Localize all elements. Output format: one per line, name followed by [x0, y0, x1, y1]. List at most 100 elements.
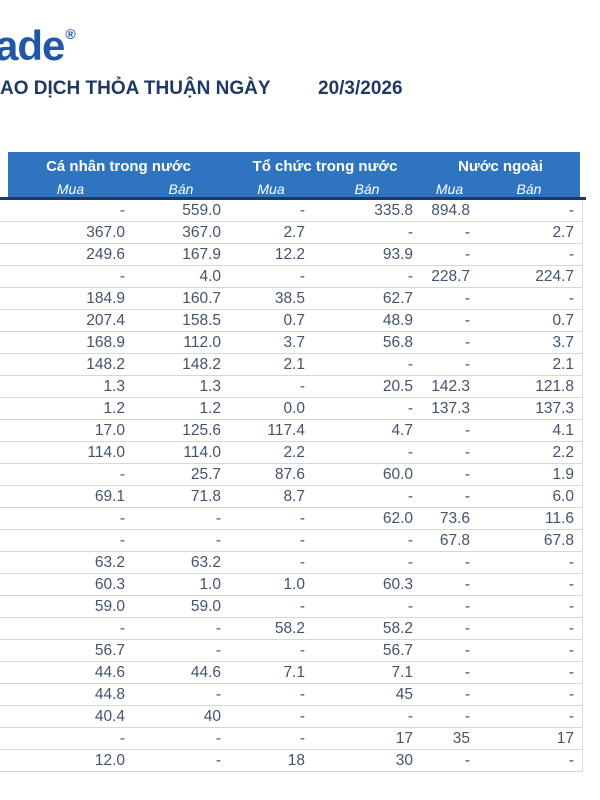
table-cell: - — [215, 641, 221, 659]
table-cell: - — [568, 201, 574, 219]
table-cell: 184.9 — [86, 289, 125, 307]
table-cell: - — [464, 465, 470, 483]
table-cell: 67.8 — [543, 531, 574, 549]
table-row: 1.2 1.2 0.0-137.3 137.3 — [0, 398, 582, 420]
table-cell: 44.6 — [94, 663, 125, 681]
table-cell: - — [464, 663, 470, 681]
table-cell: 62.7 — [382, 289, 413, 307]
table-cell: 2.7 — [283, 223, 305, 241]
table-cell: 114.0 — [87, 443, 125, 461]
table-cell: - — [464, 421, 470, 439]
table-row: - 559.0 - 335.8 894.8 - — [0, 200, 582, 222]
table-cell: - — [568, 619, 574, 637]
table-cell: 45 — [395, 685, 413, 703]
table-cell: - — [464, 333, 470, 351]
table-row: 148.2 148.2 2.1 - - 2.1 — [0, 354, 582, 376]
sub-header-mua-1: Mua — [56, 180, 85, 197]
table-cell: 137.3 — [535, 399, 574, 417]
sub-header-row: Mua Bán Mua Bán Mua Bán — [8, 180, 580, 197]
table-cell: 2.2 — [283, 443, 305, 461]
table-cell: 63.2 — [190, 553, 221, 571]
table-row: - - - - 67.8 67.8 — [0, 530, 582, 552]
table-cell: - — [464, 289, 470, 307]
sub-header-ban-1: Bán — [168, 180, 194, 197]
table-cell: 137.3 — [431, 399, 470, 417]
table-cell: 38.5 — [274, 289, 305, 307]
table-cell: - — [464, 355, 470, 373]
table-cell: 367.0 — [182, 223, 221, 241]
table-cell: - — [407, 223, 413, 241]
table-cell: 56.8 — [382, 333, 413, 351]
table-cell: - — [464, 553, 470, 571]
table-cell: 35 — [452, 729, 470, 747]
table-cell: 56.7 — [382, 641, 413, 659]
sub-header-ban-3: Bán — [516, 180, 542, 197]
table-cell: - — [215, 685, 221, 703]
table-cell: - — [464, 311, 470, 329]
table-cell: 60.3 — [382, 575, 413, 593]
table-cell: - — [464, 707, 470, 725]
table-cell: 17.0 — [94, 421, 125, 439]
table-cell: - — [407, 355, 413, 373]
table-cell: - — [299, 685, 305, 703]
table-cell: - — [299, 729, 305, 747]
table-cell: 4.1 — [552, 421, 574, 439]
table-row: - - 58.2 58.2 - - — [0, 618, 582, 640]
table-cell: - — [407, 597, 413, 615]
table-cell: - — [215, 509, 221, 527]
table-cell: 168.9 — [86, 333, 125, 351]
table-cell: - — [299, 707, 305, 725]
table-cell: 2.7 — [552, 223, 574, 241]
table-row: 249.6 167.9 12.2 93.9 - - — [0, 244, 582, 266]
table-cell: - — [568, 663, 574, 681]
table-cell: 1.0 — [199, 575, 221, 593]
table-cell: - — [299, 509, 305, 527]
table-cell: - — [119, 267, 125, 285]
table-cell: 112.0 — [183, 333, 221, 351]
table-row: - - - 17 35 17 — [0, 728, 582, 750]
table-cell: 1.3 — [103, 377, 125, 395]
table-row: 184.9 160.7 38.5 62.7 - - — [0, 288, 582, 310]
table-cell: 87.6 — [274, 465, 305, 483]
table-cell: 62.0 — [382, 509, 413, 527]
brand-logo-text: ade — [0, 22, 65, 69]
table-cell: 160.7 — [182, 289, 221, 307]
table-row: 40.4 40 - - - - — [0, 706, 582, 728]
table-body: -559.0-335.8 894.8-367.0 367.0 2.7- -2.7 249.… — [0, 200, 583, 772]
table-row: 12.0 - 18 30 - - — [0, 750, 582, 772]
table-cell: 44.8 — [94, 685, 125, 703]
table-cell: - — [568, 289, 574, 307]
table-cell: 30 — [395, 751, 413, 769]
table-row: 63.2 63.2 - - - - — [0, 552, 582, 574]
table-cell: 0.0 — [283, 399, 305, 417]
table-cell: 18 — [287, 751, 305, 769]
table-cell: - — [299, 201, 305, 219]
table-cell: - — [464, 685, 470, 703]
group-header-nuoc-ngoai: Nước ngoài — [458, 157, 543, 175]
table-cell: 228.7 — [431, 267, 470, 285]
table-cell: - — [299, 377, 305, 395]
table-cell: 59.0 — [94, 597, 125, 615]
table-cell: 148.2 — [86, 355, 125, 373]
table-row: - - - 62.0 73.6 11.6 — [0, 508, 582, 530]
sub-header-mua-3: Mua — [435, 180, 464, 197]
table-cell: - — [568, 245, 574, 263]
table-cell: - — [464, 619, 470, 637]
table-cell: 1.2 — [199, 399, 221, 417]
table-row: 59.0 59.0 - - - - — [0, 596, 582, 618]
table-cell: - — [215, 619, 221, 637]
group-header-to-chuc-trong-nuoc: Tổ chức trong nước — [252, 157, 398, 175]
table-cell: 1.0 — [283, 575, 305, 593]
table-row: -4.0- -228.7 224.7 — [0, 266, 582, 288]
table-cell: - — [299, 641, 305, 659]
table-cell: 121.8 — [535, 377, 574, 395]
page-title: AO DỊCH THỎA THUẬN NGÀY — [0, 78, 271, 99]
table-cell: - — [464, 487, 470, 505]
table-cell: - — [568, 641, 574, 659]
brand-logo: ade® — [0, 22, 76, 70]
table-cell: 6.0 — [552, 487, 574, 505]
table-cell: - — [464, 575, 470, 593]
table-row: 56.7 - - 56.7 - - — [0, 640, 582, 662]
sub-header-mua-2: Mua — [257, 180, 285, 197]
header-divider — [0, 197, 586, 200]
